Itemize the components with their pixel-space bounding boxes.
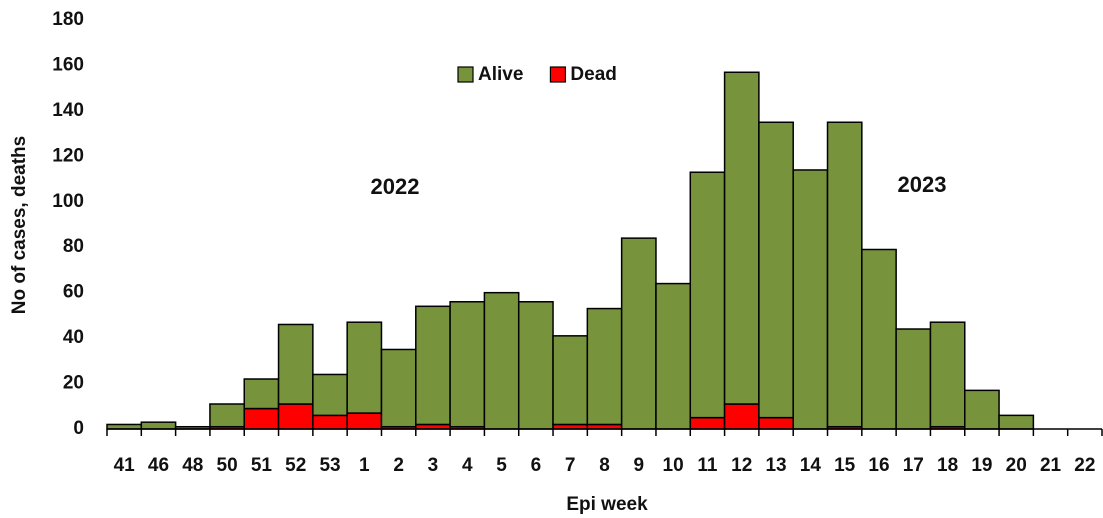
x-tick-label: 9 bbox=[634, 455, 645, 476]
x-tick-label: 50 bbox=[217, 455, 238, 476]
x-tick-label: 5 bbox=[496, 455, 507, 476]
y-tick-label: 120 bbox=[52, 145, 84, 166]
x-tick-label: 8 bbox=[599, 455, 610, 476]
bar-segment bbox=[140, 421, 177, 430]
legend-swatch bbox=[549, 66, 567, 83]
x-tick-label: 41 bbox=[114, 455, 136, 476]
legend-label: Alive bbox=[478, 64, 523, 85]
bar-segment bbox=[243, 407, 280, 430]
x-tick-label: 48 bbox=[182, 455, 203, 476]
x-tick-label: 19 bbox=[971, 455, 992, 476]
x-tick-label: 13 bbox=[765, 455, 786, 476]
bar-segment bbox=[655, 282, 692, 430]
y-axis-label: No of cases, deaths bbox=[9, 136, 30, 314]
x-tick-label: 53 bbox=[319, 455, 340, 476]
bar-segment bbox=[415, 305, 451, 426]
bar-segment bbox=[277, 323, 314, 405]
x-tick-label: 18 bbox=[937, 455, 958, 476]
x-tick-label: 51 bbox=[251, 455, 273, 476]
bar-segment bbox=[964, 389, 1000, 430]
x-tick-label: 20 bbox=[1006, 455, 1027, 476]
bar-segment bbox=[346, 412, 383, 430]
bar-segment bbox=[895, 328, 932, 430]
y-tick-label: 80 bbox=[63, 236, 84, 257]
x-tick-label: 52 bbox=[285, 455, 306, 476]
x-tick-label: 10 bbox=[663, 455, 684, 476]
bar-segment bbox=[929, 321, 966, 428]
bar-segment bbox=[792, 169, 829, 430]
legend-swatch bbox=[457, 66, 474, 83]
y-tick-label: 180 bbox=[52, 9, 84, 30]
x-tick-label: 11 bbox=[697, 455, 718, 476]
bar-segment bbox=[861, 248, 897, 430]
y-tick-label: 100 bbox=[52, 191, 84, 212]
bar-segment bbox=[552, 335, 589, 426]
bar-segment bbox=[449, 301, 486, 428]
bar-segment bbox=[517, 301, 554, 430]
bar-segment bbox=[209, 403, 245, 428]
bar-segment bbox=[586, 307, 623, 426]
bar-segment bbox=[483, 291, 520, 430]
y-tick-label: 160 bbox=[52, 54, 84, 75]
bar-segment bbox=[998, 414, 1035, 430]
legend-label: Dead bbox=[570, 64, 616, 85]
bar-segment bbox=[826, 121, 863, 428]
x-tick-label: 15 bbox=[834, 455, 856, 476]
x-tick-label: 2 bbox=[393, 455, 404, 476]
x-tick-label: 17 bbox=[903, 455, 924, 476]
bar-segment bbox=[723, 403, 760, 430]
bar-segment bbox=[620, 237, 657, 430]
bar-segment bbox=[312, 373, 348, 417]
annotation: 2023 bbox=[898, 172, 947, 197]
y-tick-label: 20 bbox=[63, 373, 84, 394]
x-tick-label: 6 bbox=[531, 455, 542, 476]
x-tick-label: 21 bbox=[1040, 455, 1062, 476]
bar-segment bbox=[380, 348, 417, 428]
x-tick-label: 4 bbox=[462, 455, 473, 476]
x-tick-label: 46 bbox=[148, 455, 169, 476]
annotation: 2022 bbox=[371, 174, 420, 199]
bar-segment bbox=[346, 321, 383, 414]
x-tick-label: 14 bbox=[800, 455, 822, 476]
y-tick-label: 40 bbox=[63, 327, 84, 348]
bar-segment bbox=[277, 403, 314, 430]
x-tick-label: 16 bbox=[868, 455, 889, 476]
y-tick-label: 60 bbox=[63, 282, 84, 303]
x-tick-label: 22 bbox=[1074, 455, 1095, 476]
bar-segment bbox=[243, 378, 280, 410]
x-axis-label: Epi week bbox=[566, 494, 648, 515]
bar-segment bbox=[758, 416, 794, 430]
x-tick-label: 7 bbox=[565, 455, 576, 476]
x-tick-label: 1 bbox=[359, 455, 370, 476]
y-tick-label: 140 bbox=[52, 100, 84, 121]
bar-segment bbox=[689, 416, 726, 430]
x-tick-label: 12 bbox=[731, 455, 752, 476]
bar-segment bbox=[689, 171, 726, 419]
y-tick-label: 0 bbox=[73, 418, 84, 439]
bar-segment bbox=[312, 414, 348, 430]
bar-segment bbox=[723, 71, 760, 405]
x-tick-label: 3 bbox=[428, 455, 439, 476]
bar-segment bbox=[758, 121, 794, 419]
